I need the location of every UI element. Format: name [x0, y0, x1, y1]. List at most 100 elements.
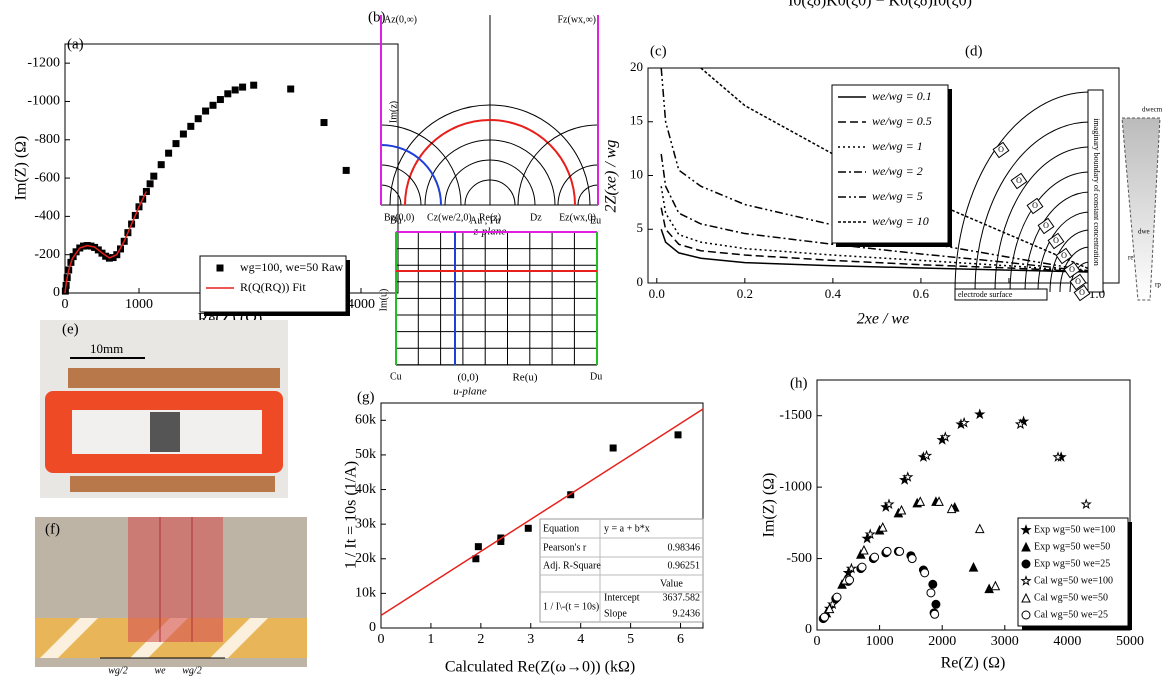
y-tick-label: -600 [34, 170, 60, 185]
y-tick-label: 60k [355, 413, 376, 428]
legend-swatch [1020, 524, 1032, 535]
y-tick-label: -500 [786, 551, 812, 566]
dimension-label: wg/2 [182, 665, 201, 676]
legend-label: we/wg = 0.5 [872, 114, 932, 128]
legend-label: we/wg = 1 [872, 139, 923, 153]
x-tick-label: 0.0 [649, 286, 665, 301]
element-box [1069, 273, 1087, 291]
element-box [992, 141, 1010, 159]
data-point [984, 583, 994, 594]
data-point [674, 431, 682, 439]
legend-label: we/wg = 5 [872, 189, 923, 203]
legend-swatch [216, 264, 224, 272]
x-tick-label: 2 [477, 632, 484, 647]
table-cell: y = a + b*x [604, 523, 650, 534]
series-line [660, 67, 1098, 273]
y-tick-label: -200 [34, 247, 60, 262]
x-axis-label: Calculated Re(Z(ω→0)) (kΩ) [445, 659, 635, 676]
legend-label: Exp wg=50 we=25 [1034, 558, 1110, 569]
plot-frame [380, 402, 704, 629]
data-point [930, 609, 940, 619]
data-point [928, 579, 938, 589]
table-cell: 3637.582 [663, 592, 701, 603]
y-tick-label: -800 [34, 132, 60, 147]
point-label: Fz(wx,∞) [557, 14, 596, 25]
data-point [882, 546, 892, 556]
series-line [660, 207, 1098, 273]
legend-swatch [1020, 575, 1032, 586]
x-tick-label: 5 [627, 632, 634, 647]
electrode-box [954, 288, 1048, 301]
boundary-bar [1087, 89, 1104, 293]
element-label: O [1061, 251, 1067, 260]
diagram-arc [404, 119, 576, 206]
x-axis-label: Re(Z) (Ω) [941, 655, 1006, 672]
stats-table [539, 518, 704, 623]
legend-label: Cal wg=50 we=50 [1034, 592, 1108, 603]
data-point [1014, 418, 1027, 430]
panel-label: (h) [790, 375, 808, 391]
point-label: Eu [590, 215, 601, 226]
data-point [845, 575, 855, 585]
data-point [907, 554, 917, 564]
data-point [859, 544, 869, 555]
data-point [990, 580, 1001, 591]
legend-box [199, 255, 347, 313]
point-label: Du [590, 371, 602, 382]
series-line [64, 191, 148, 294]
panel-label: (e) [62, 321, 79, 337]
element-label: O [1043, 221, 1049, 230]
data-point [216, 96, 224, 104]
y-tick-label: 0 [637, 274, 644, 289]
diagram-arc [380, 184, 402, 206]
diagram-arc [380, 124, 462, 206]
data-point [524, 524, 532, 532]
dimension-label: we [154, 665, 166, 676]
x-tick-label: 0.6 [913, 286, 930, 301]
data-point [150, 172, 158, 180]
y-tick-label: -1000 [27, 94, 60, 109]
data-point [474, 543, 482, 551]
data-point [146, 180, 154, 188]
point-label: Bu [390, 215, 402, 226]
scale-label: 10mm [90, 341, 123, 356]
data-point [832, 592, 842, 602]
y-tick-label: 0 [369, 620, 376, 635]
data-point [567, 491, 575, 499]
copper-bottom [70, 476, 275, 492]
data-point [472, 555, 480, 563]
panel-label: (g) [357, 389, 375, 405]
series-line [380, 408, 704, 617]
x-axis-label: 2xe / we [857, 311, 909, 328]
x-tick-label: 2000 [928, 634, 956, 649]
element-label: O [1032, 201, 1038, 210]
axis-label: Im(z) [388, 101, 399, 123]
axis-label: Im(u) [378, 289, 389, 312]
y-axis-label: 1 / It = 10s (1/A) [343, 461, 360, 569]
x-tick-label: 1000 [125, 297, 153, 312]
data-point [179, 130, 187, 138]
y-tick-label: 10 [630, 166, 643, 181]
wedge-label: rp [1155, 281, 1161, 289]
panel-label: (d) [965, 43, 983, 59]
diagram-arc [424, 139, 556, 206]
point-label: Ez(wx,0) [559, 212, 596, 223]
y-tick-label: -1500 [779, 408, 812, 423]
x-tick-label: 0.4 [825, 286, 842, 301]
data-point [342, 166, 350, 174]
panel-label: (f) [45, 521, 60, 537]
element-label: O [1079, 288, 1085, 297]
data-point [187, 122, 195, 130]
point-label: Az(0,∞) [384, 14, 417, 25]
data-point [209, 101, 217, 109]
data-point [864, 528, 876, 540]
legend-swatch [1021, 592, 1031, 603]
panel-label: (b) [368, 9, 386, 25]
concentration-arc [994, 146, 1091, 293]
boundary-label: imaginary boundary of constant concentra… [1092, 118, 1101, 266]
data-point [915, 496, 926, 506]
legend-swatch [1021, 610, 1031, 620]
element-label: O [1016, 176, 1022, 185]
concentration-arc [974, 121, 1091, 293]
x-tick-label: 0 [378, 632, 385, 647]
